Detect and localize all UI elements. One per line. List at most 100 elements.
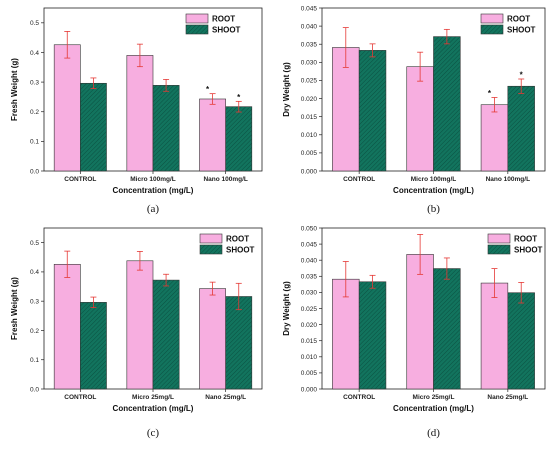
x-tick-label: CONTROL <box>343 394 375 401</box>
panel-label: (d) <box>427 427 440 439</box>
significance-marker: * <box>488 89 492 98</box>
bar-shoot-hatch <box>433 268 461 389</box>
x-tick-label: Micro 100mg/L <box>411 176 457 183</box>
x-tick-label: CONTROL <box>64 176 96 183</box>
legend-swatch-root <box>487 233 511 244</box>
x-axis-label: Concentration (mg/L) <box>113 186 194 195</box>
y-axis-label: Fresh Weight (g) <box>10 58 19 121</box>
y-tick-label: 0.040 <box>301 23 318 30</box>
panel-label: (a) <box>147 203 160 215</box>
y-tick-label: 0.020 <box>301 96 318 103</box>
bar-shoot-hatch <box>80 302 107 389</box>
y-tick-label: 0.005 <box>301 370 318 377</box>
bar-shoot-hatch <box>359 50 386 171</box>
x-tick-label: Micro 100mg/L <box>130 176 176 183</box>
y-tick-label: 0.045 <box>301 241 318 248</box>
y-tick-label: 0.035 <box>301 42 318 49</box>
legend-swatch-root <box>199 233 223 244</box>
significance-marker: * <box>206 85 210 94</box>
y-tick-label: 0.030 <box>301 60 318 67</box>
bar-root <box>406 66 434 172</box>
legend-entry: ROOT <box>226 235 249 244</box>
y-tick-label: 0.2 <box>30 109 39 116</box>
x-axis-label: Concentration (mg/L) <box>393 404 474 413</box>
bar-shoot-hatch <box>225 296 252 389</box>
bar-root <box>126 260 154 390</box>
bar-shoot-hatch <box>433 36 461 171</box>
significance-marker: * <box>237 93 241 102</box>
y-tick-label: 0.4 <box>30 269 39 276</box>
y-tick-label: 0.025 <box>301 306 318 313</box>
chart-c: 0.0 0.1 0.2 0.3 0.4 0.5 CONTROL Micro 25mg/L Nan… <box>10 227 263 439</box>
y-tick-label: 0.4 <box>30 50 39 57</box>
legend-swatch-hatch <box>186 25 208 34</box>
x-axis-label: Concentration (mg/L) <box>393 186 474 195</box>
bar-root <box>406 254 434 390</box>
x-tick-label: Nano 25mg/L <box>487 394 528 401</box>
y-tick-label: 0.5 <box>30 20 39 27</box>
significance-marker: * <box>520 70 524 79</box>
y-tick-label: 0.3 <box>30 298 39 305</box>
y-tick-label: 0.000 <box>301 168 318 175</box>
bar-root <box>53 44 81 172</box>
legend-swatch-root <box>480 13 504 24</box>
bar-shoot-hatch <box>507 86 535 171</box>
y-tick-label: 0.010 <box>301 132 318 139</box>
bar-root <box>332 278 360 390</box>
x-tick-label: Nano 100mg/L <box>486 176 530 183</box>
legend-entry: SHOOT <box>226 246 255 255</box>
y-tick-label: 0.000 <box>301 386 318 393</box>
legend-entry: SHOOT <box>507 26 536 35</box>
bar-root <box>480 104 509 172</box>
y-tick-label: 0.0 <box>30 386 39 393</box>
bar-root <box>480 282 509 390</box>
y-tick-label: 0.015 <box>301 338 318 345</box>
bar-root <box>199 288 226 390</box>
legend-swatch-hatch <box>481 25 503 34</box>
legend-entry: ROOT <box>514 235 537 244</box>
x-axis-label: Concentration (mg/L) <box>113 404 194 413</box>
legend-entry: SHOOT <box>212 26 241 35</box>
legend-swatch-hatch <box>488 245 510 254</box>
y-axis-label: Dry Weight (g) <box>282 62 291 117</box>
y-tick-label: 0.020 <box>301 322 318 329</box>
y-tick-label: 0.5 <box>30 240 39 247</box>
legend-entry: ROOT <box>507 15 530 24</box>
x-tick-label: CONTROL <box>343 176 375 183</box>
y-tick-label: 0.045 <box>301 5 318 12</box>
chart-a: 0.0 0.1 0.2 0.3 0.4 0.5 CONTROL Micro 100mg/L Na… <box>10 7 263 215</box>
y-tick-label: 0.1 <box>30 357 39 364</box>
y-tick-label: 0.050 <box>301 225 318 232</box>
y-tick-label: 0.015 <box>301 114 318 121</box>
y-tick-label: 0.0 <box>30 168 39 175</box>
x-tick-label: Micro 25mg/L <box>413 394 455 401</box>
y-axis-label: Dry Weight (g) <box>282 281 291 336</box>
bar-shoot-hatch <box>359 281 386 389</box>
bar-shoot-hatch <box>153 85 180 171</box>
y-axis-label: Fresh Weight (g) <box>10 277 19 340</box>
bar-root <box>199 98 226 172</box>
legend-entry: ROOT <box>212 15 235 24</box>
y-tick-label: 0.3 <box>30 79 39 86</box>
y-tick-label: 0.010 <box>301 354 318 361</box>
chart-d: 0.000 0.005 0.010 0.015 0.020 0.025 0.030 0.035… <box>282 225 546 439</box>
chart-b: 0.000 0.005 0.010 0.015 0.020 0.025 0.030 0.035… <box>282 5 546 215</box>
bar-shoot-hatch <box>507 292 535 389</box>
x-tick-label: Micro 25mg/L <box>132 394 174 401</box>
bar-shoot-hatch <box>225 106 252 171</box>
legend-swatch-root <box>185 13 209 24</box>
y-tick-label: 0.035 <box>301 274 318 281</box>
bar-root <box>332 47 360 172</box>
y-tick-label: 0.025 <box>301 78 318 85</box>
panel-label: (c) <box>147 427 160 439</box>
bar-root <box>53 263 81 390</box>
x-tick-label: CONTROL <box>64 394 96 401</box>
x-tick-label: Nano 100mg/L <box>203 176 247 183</box>
legend-entry: SHOOT <box>514 246 543 255</box>
y-tick-label: 0.1 <box>30 139 39 146</box>
y-tick-label: 0.040 <box>301 258 318 265</box>
bar-shoot-hatch <box>80 83 107 171</box>
x-tick-label: Nano 25mg/L <box>205 394 246 401</box>
